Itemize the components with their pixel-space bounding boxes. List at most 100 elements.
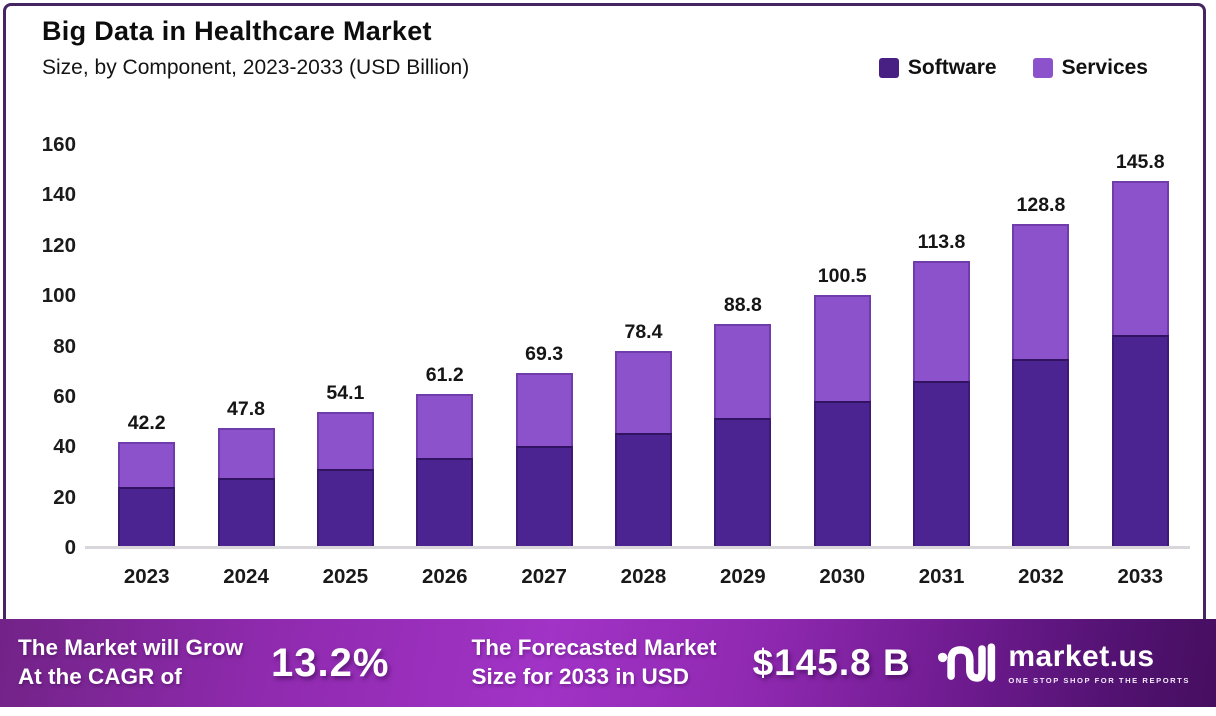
x-axis-label-2029: 2029 <box>720 565 766 588</box>
services-segment <box>913 261 971 381</box>
y-tick-label: 120 <box>41 233 76 257</box>
forecast-value: $145.8 B <box>752 642 911 683</box>
forecast-label-line1: The Forecasted Market <box>471 635 717 661</box>
services-segment <box>1012 223 1070 360</box>
stacked-bar-2025: 54.1 <box>316 382 374 548</box>
stacked-bar-2027: 69.3 <box>515 343 573 548</box>
bar-column-2026: 61.2 <box>395 145 494 548</box>
bar-total-label: 88.8 <box>723 294 762 317</box>
x-axis: 2023 2024 2025 2026 2027 2028 2029 2030 2031 2032… <box>97 565 1190 589</box>
stacked-bar-2023: 42.2 <box>118 412 176 548</box>
bar-total-label: 69.3 <box>525 343 564 366</box>
software-segment <box>118 487 176 548</box>
y-tick-label: 100 <box>41 284 76 308</box>
bar-column-2031: 113.8 <box>892 145 991 548</box>
legend: Software Services <box>878 56 1148 80</box>
services-segment <box>813 294 871 401</box>
software-segment <box>515 446 573 548</box>
y-tick-label: 80 <box>53 334 76 358</box>
bar-total-label: 61.2 <box>425 363 464 386</box>
x-axis-label-2032: 2032 <box>1018 565 1064 588</box>
services-segment <box>118 441 176 488</box>
bar-column-2023: 42.2 <box>97 145 196 548</box>
marketus-logo-text: market.us <box>1008 639 1155 673</box>
x-axis-label-2033: 2033 <box>1117 565 1164 588</box>
cagr-value: 13.2% <box>271 640 390 685</box>
software-swatch-icon <box>878 58 899 78</box>
software-segment <box>813 400 871 548</box>
bar-column-2028: 78.4 <box>594 145 693 548</box>
y-tick-label: 140 <box>41 183 76 207</box>
software-segment <box>217 478 275 548</box>
legend-item-services: Services <box>1032 56 1148 80</box>
stacked-bar-2033: 145.8 <box>1111 151 1169 548</box>
bottom-banner: The Market will Grow At the CAGR of 13.2… <box>0 619 1216 707</box>
x-axis-label-2027: 2027 <box>521 565 567 588</box>
stacked-bar-2029: 88.8 <box>714 294 772 548</box>
forecast-label: The Forecasted Market Size for 2033 in U… <box>471 634 716 692</box>
x-axis-baseline <box>85 546 1190 549</box>
bar-total-label: 128.8 <box>1016 193 1066 216</box>
services-segment <box>1111 180 1169 335</box>
services-segment <box>316 411 374 470</box>
services-swatch-icon <box>1032 58 1053 78</box>
marketus-logo-tagline: ONE STOP SHOP FOR THE REPORTS <box>1008 675 1190 685</box>
bar-total-label: 145.8 <box>1115 150 1165 173</box>
services-segment <box>416 393 474 459</box>
software-segment <box>614 432 672 548</box>
forecast-label-line2: Size for 2033 in USD <box>471 664 690 689</box>
services-segment <box>714 324 772 419</box>
bar-column-2030: 100.5 <box>793 145 892 548</box>
marketus-logo-icon <box>938 643 996 682</box>
services-segment <box>217 427 275 479</box>
stacked-bar-2028: 78.4 <box>614 321 672 548</box>
x-axis-label-2025: 2025 <box>322 565 369 588</box>
bar-column-2027: 69.3 <box>494 145 593 548</box>
cagr-label: The Market will Grow At the CAGR of <box>18 634 243 692</box>
stacked-bar-2026: 61.2 <box>416 364 474 548</box>
software-segment <box>1012 359 1070 548</box>
legend-label-software: Software <box>907 56 997 79</box>
x-axis-label-2024: 2024 <box>223 565 269 588</box>
software-segment <box>416 458 474 548</box>
cagr-label-line2: At the CAGR of <box>18 664 182 689</box>
chart-header: Big Data in Healthcare Market Size, by C… <box>42 16 469 80</box>
stacked-bar-2031: 113.8 <box>913 231 971 548</box>
x-axis-label-2023: 2023 <box>123 565 170 588</box>
stacked-bar-2024: 47.8 <box>217 398 275 548</box>
bar-column-2024: 47.8 <box>196 145 295 548</box>
marketus-logo: market.us ONE STOP SHOP FOR THE REPORTS <box>937 640 1190 686</box>
cagr-label-line1: The Market will Grow <box>18 635 244 661</box>
software-segment <box>316 469 374 548</box>
y-tick-label: 20 <box>53 485 76 509</box>
marketus-logo-textblock: market.us ONE STOP SHOP FOR THE REPORTS <box>1008 639 1190 685</box>
x-axis-label-2026: 2026 <box>421 565 468 588</box>
software-segment <box>913 380 971 548</box>
software-segment <box>1111 334 1169 548</box>
services-segment <box>614 350 672 433</box>
y-tick-label: 40 <box>53 435 76 459</box>
y-tick-label: 60 <box>53 384 76 408</box>
bar-column-2029: 88.8 <box>693 145 792 548</box>
bar-column-2033: 145.8 <box>1091 145 1190 548</box>
software-segment <box>714 418 772 548</box>
y-tick-label: 160 <box>41 133 76 156</box>
services-segment <box>515 373 573 447</box>
plot-area: 42.2 47.8 54.1 61.2 69.3 78.4 88.8 100.5 113.8 12… <box>97 145 1190 548</box>
y-tick-label: 0 <box>64 536 76 559</box>
stacked-bar-2032: 128.8 <box>1012 194 1070 548</box>
y-axis: 160 140 120 100 80 60 40 20 0 <box>0 134 76 559</box>
x-axis-label-2030: 2030 <box>819 565 865 588</box>
bar-total-label: 54.1 <box>326 381 365 404</box>
bar-column-2032: 128.8 <box>991 145 1090 548</box>
bar-total-label: 113.8 <box>917 231 966 254</box>
legend-label-services: Services <box>1061 56 1148 79</box>
x-axis-label-2028: 2028 <box>620 565 667 588</box>
x-axis-label-2031: 2031 <box>918 565 965 588</box>
bar-total-label: 100.5 <box>817 264 867 287</box>
legend-item-software: Software <box>878 56 997 80</box>
bar-total-label: 47.8 <box>227 397 266 420</box>
bar-total-label: 42.2 <box>127 411 166 434</box>
page-title: Big Data in Healthcare Market <box>42 16 432 46</box>
stacked-bar-2030: 100.5 <box>813 265 871 548</box>
